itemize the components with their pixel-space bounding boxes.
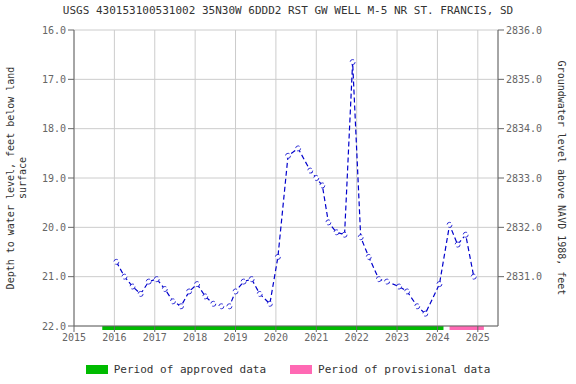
- svg-text:2025: 2025: [466, 332, 490, 343]
- svg-text:2020: 2020: [264, 332, 288, 343]
- svg-text:17.0: 17.0: [42, 74, 66, 85]
- html-text:Period of approved data: Period of approved data: [113, 362, 267, 376]
- svg-text:19.0: 19.0: [42, 173, 66, 184]
- svg-text:2017: 2017: [143, 332, 167, 343]
- svg-text:22.0: 22.0: [42, 321, 66, 332]
- svg-text:2023: 2023: [385, 332, 409, 343]
- svg-text:2015: 2015: [62, 332, 86, 343]
- html-text:USGS 430153100531002 35N30W 6D: USGS 430153100531002 35N30W 6DDD2 RST GW…: [62, 4, 514, 17]
- svg-text:2832.0: 2832.0: [506, 222, 542, 233]
- svg-text:2831.0: 2831.0: [506, 271, 542, 282]
- svg-text:20.0: 20.0: [42, 222, 66, 233]
- svg-text:21.0: 21.0: [42, 271, 66, 282]
- svg-text:Groundwater level above NAVD 1: Groundwater level above NAVD 1988, feet: [556, 61, 567, 296]
- svg-text:2833.0: 2833.0: [506, 173, 542, 184]
- svg-text:2835.0: 2835.0: [506, 74, 542, 85]
- svg-text:16.0: 16.0: [42, 25, 66, 36]
- svg-text:2836.0: 2836.0: [506, 25, 542, 36]
- svg-text:2016: 2016: [102, 332, 126, 343]
- svg-text:2018: 2018: [183, 332, 207, 343]
- html-text:Period of provisional data: Period of provisional data: [318, 362, 491, 376]
- svg-text:Depth to water level, feet bel: Depth to water level, feet below landsur…: [8, 67, 28, 290]
- svg-text:2019: 2019: [223, 332, 247, 343]
- svg-text:2022: 2022: [345, 332, 369, 343]
- svg-text:18.0: 18.0: [42, 123, 66, 134]
- svg-text:2024: 2024: [425, 332, 449, 343]
- svg-text:2021: 2021: [304, 332, 328, 343]
- svg-text:2834.0: 2834.0: [506, 123, 542, 134]
